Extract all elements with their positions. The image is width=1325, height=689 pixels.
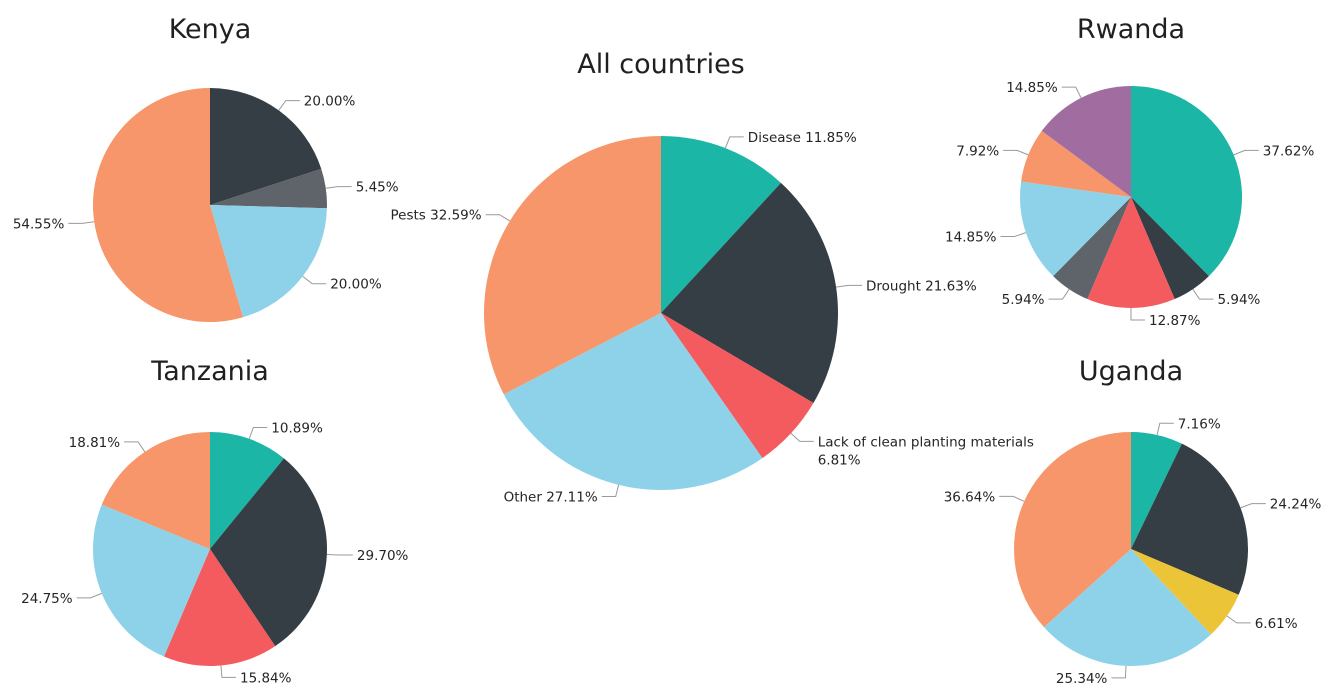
rwanda-slice-1 — [1131, 197, 1209, 300]
kenya-leader-line-3 — [68, 221, 95, 224]
rwanda-leader-line-6 — [1061, 86, 1082, 99]
kenya-leader-line-2 — [302, 276, 327, 285]
kenya-pie: 20.00% 5.45% 20.00% 54.55% — [13, 87, 399, 322]
tanzania-leader-line-1 — [326, 554, 353, 556]
all-countries-slice-label-2-line2: 6.81% — [818, 452, 861, 468]
tanzania-slice-label-1: 29.70% — [357, 548, 409, 564]
tanzania-leader-line-3 — [76, 592, 102, 599]
all-countries-leader-line-3 — [601, 484, 620, 497]
kenya-slice-label-3: 54.55% — [13, 216, 65, 232]
tanzania-slice-0 — [210, 432, 284, 549]
tanzania-slice-label-2: 15.84% — [240, 670, 292, 686]
rwanda-leader-line-1 — [1192, 288, 1214, 300]
rwanda-pie: 37.62% 5.94% 12.87% 5.94% 14.85% 7.92% 14.85% — [945, 80, 1314, 329]
tanzania-leader-line-0 — [248, 427, 268, 439]
rwanda-slice-label-2: 12.87% — [1149, 313, 1201, 329]
tanzania-slice-label-4: 18.81% — [69, 435, 121, 451]
tanzania-slice-4 — [101, 432, 210, 549]
kenya-slice-label-2: 20.00% — [330, 277, 382, 293]
all-countries-chart-title: All countries — [577, 49, 745, 80]
tanzania-leader-line-2 — [220, 665, 236, 678]
uganda-chart-title: Uganda — [1079, 356, 1183, 387]
uganda-slice-label-0: 7.16% — [1178, 416, 1221, 432]
uganda-slice-label-1: 24.24% — [1270, 497, 1322, 513]
rwanda-slice-3 — [1053, 197, 1131, 300]
kenya-slice-3 — [92, 87, 243, 322]
rwanda-slice-5 — [1021, 130, 1131, 197]
uganda-leader-line-1 — [1240, 503, 1266, 509]
kenya-leader-line-1 — [325, 186, 352, 189]
all-countries-slice-2 — [661, 313, 814, 459]
tanzania-slice-label-3: 24.75% — [21, 591, 73, 607]
all-countries-slice-4 — [484, 136, 661, 395]
uganda-leader-line-4 — [999, 495, 1025, 502]
all-countries-leader-line-4 — [485, 214, 511, 222]
rwanda-leader-line-2 — [1130, 308, 1145, 321]
all-countries-leader-line-0 — [724, 136, 744, 149]
rwanda-slice-2 — [1087, 197, 1175, 309]
rwanda-slice-label-1: 5.94% — [1218, 292, 1261, 308]
all-countries-slice-3 — [503, 313, 763, 490]
tanzania-chart-title: Tanzania — [150, 356, 269, 387]
rwanda-slice-label-5: 7.92% — [956, 143, 999, 159]
rwanda-slice-label-3: 5.94% — [1002, 292, 1045, 308]
all-countries-pie: Disease 11.85% Drought 21.63% Lack of clea… — [391, 130, 1034, 506]
uganda-slice-label-2: 6.61% — [1255, 616, 1298, 632]
tanzania-pie: 10.89% 29.70% 15.84% 24.75% 18.81% — [21, 421, 408, 687]
all-countries-slice-0 — [661, 136, 781, 313]
uganda-slice-label-3: 25.34% — [1056, 671, 1108, 687]
rwanda-slice-label-4: 14.85% — [945, 230, 997, 246]
tanzania-leader-line-4 — [124, 441, 146, 453]
kenya-chart-title: Kenya — [169, 14, 252, 45]
uganda-slice-label-4: 36.64% — [944, 489, 996, 505]
all-countries-slice-label-4: Pests 32.59% — [391, 208, 482, 224]
all-countries-leader-line-1 — [836, 284, 862, 288]
rwanda-slice-0 — [1131, 85, 1243, 277]
rwanda-leader-line-0 — [1233, 149, 1259, 156]
uganda-slice-0 — [1131, 432, 1182, 549]
kenya-slice-1 — [210, 168, 327, 209]
uganda-leader-line-3 — [1111, 665, 1127, 679]
all-countries-slice-label-2: Lack of clean planting materials — [818, 434, 1034, 450]
kenya-slice-label-0: 20.00% — [304, 94, 356, 110]
uganda-leader-line-0 — [1156, 422, 1174, 436]
rwanda-slice-6 — [1041, 86, 1131, 197]
tanzania-slice-3 — [93, 504, 210, 657]
uganda-slice-4 — [1014, 432, 1131, 628]
rwanda-leader-line-4 — [1000, 232, 1027, 237]
rwanda-leader-line-3 — [1048, 288, 1070, 300]
rwanda-slice-4 — [1020, 181, 1131, 277]
uganda-pie: 7.16% 24.24% 6.61% 25.34% 36.64% — [944, 416, 1322, 687]
uganda-slice-3 — [1043, 549, 1212, 667]
rwanda-slice-label-0: 37.62% — [1263, 143, 1315, 159]
kenya-leader-line-0 — [278, 100, 300, 111]
uganda-leader-line-2 — [1226, 615, 1251, 624]
all-countries-slice-label-0: Disease 11.85% — [748, 130, 857, 146]
all-countries-slice-1 — [661, 182, 838, 403]
rwanda-slice-label-6: 14.85% — [1006, 80, 1058, 96]
all-countries-slice-label-3: Other 27.11% — [504, 490, 598, 506]
kenya-slice-2 — [210, 205, 327, 318]
all-countries-slice-label-1: Drought 21.63% — [866, 278, 977, 294]
kenya-slice-0 — [210, 88, 322, 205]
tanzania-slice-2 — [163, 549, 276, 666]
uganda-slice-1 — [1131, 443, 1249, 595]
all-countries-leader-line-2 — [790, 432, 814, 442]
tanzania-slice-1 — [210, 458, 328, 647]
rwanda-chart-title: Rwanda — [1077, 14, 1185, 45]
tanzania-slice-label-0: 10.89% — [271, 421, 323, 437]
rwanda-leader-line-5 — [1003, 149, 1029, 156]
kenya-slice-label-1: 5.45% — [356, 180, 399, 196]
uganda-slice-2 — [1131, 549, 1239, 635]
